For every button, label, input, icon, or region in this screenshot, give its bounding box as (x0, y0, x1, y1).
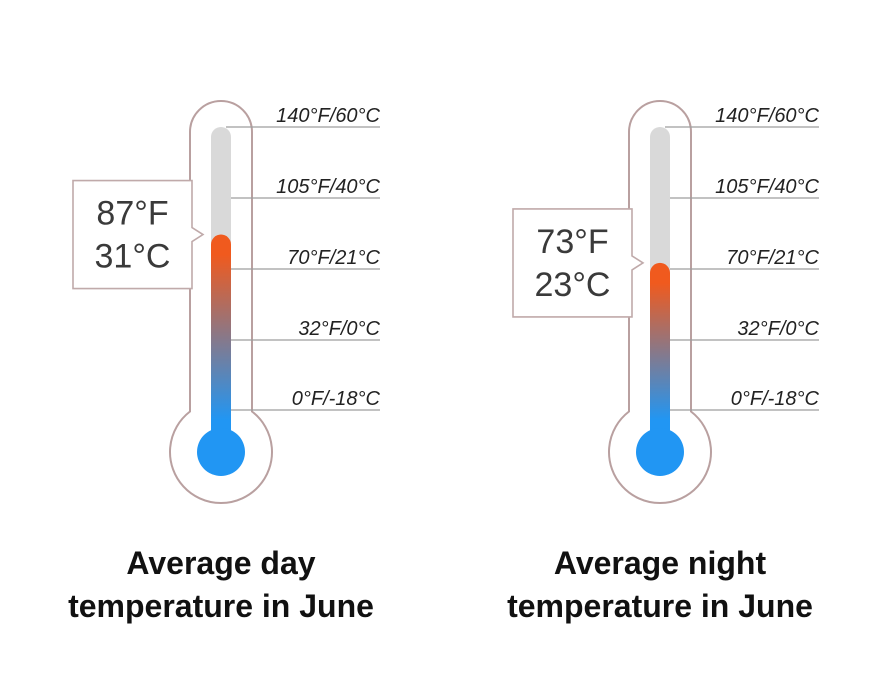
thermometer-night: 140°F/60°C 105°F/40°C 70°F/21°C 32°F/0°C 0°F… (507, 100, 820, 624)
scale-tick-label: 105°F/40°C (715, 176, 819, 198)
chart-caption: temperature in June (507, 588, 813, 624)
thermometer-bulb (197, 428, 245, 476)
thermometer-bulb (636, 428, 684, 476)
chart-caption: Average day (126, 545, 315, 581)
scale-tick-label: 0°F/-18°C (292, 388, 381, 410)
mercury-fill (650, 262, 670, 452)
scale-tick-label: 0°F/-18°C (731, 388, 820, 410)
value-label-fahrenheit: 87°F (96, 195, 168, 233)
scale-tick-label: 32°F/0°C (737, 318, 819, 340)
scale-tick-label: 32°F/0°C (298, 318, 380, 340)
thermometer-day: 140°F/60°C 105°F/40°C 70°F/21°C 32°F/0°C 0°F… (68, 100, 381, 624)
value-callout (512, 208, 645, 318)
value-label-celsius: 31°C (95, 238, 171, 276)
scale-tick-label: 70°F/21°C (287, 247, 380, 269)
value-label-fahrenheit: 73°F (536, 223, 608, 261)
scale-tick-label: 140°F/60°C (715, 105, 819, 127)
chart-caption: temperature in June (68, 588, 374, 624)
scale-tick-label: 105°F/40°C (276, 176, 380, 198)
chart-caption: Average night (554, 545, 767, 581)
scale-tick-label: 140°F/60°C (276, 105, 380, 127)
value-callout (72, 179, 205, 290)
value-label-celsius: 23°C (535, 266, 611, 304)
mercury-fill (211, 234, 231, 452)
scale-tick-label: 70°F/21°C (726, 247, 819, 269)
